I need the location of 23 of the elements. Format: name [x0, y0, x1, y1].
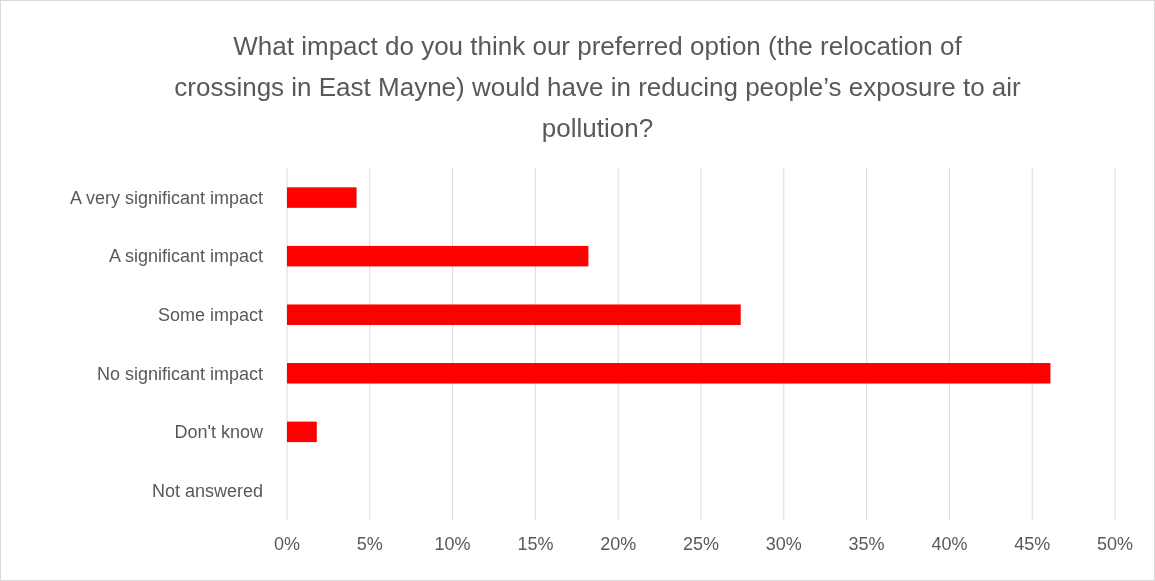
- x-tick-label: 20%: [600, 534, 637, 554]
- x-tick-label: 25%: [682, 534, 720, 554]
- x-tick-label: 40%: [931, 534, 968, 554]
- x-tick-label: 15%: [517, 534, 554, 554]
- x-tick-label: 45%: [1014, 534, 1051, 554]
- bar: [287, 245, 589, 267]
- x-tick-label: 0%: [273, 534, 301, 554]
- y-tick-label: Don't know: [174, 422, 264, 443]
- x-tick-label: 5%: [356, 534, 383, 554]
- bar: [287, 304, 741, 325]
- chart-title: What impact do you think our preferred option (the relocation of crossings in East Mayne) would have in reducing people’s exposure to air pollution?: [174, 31, 1022, 143]
- bar: [287, 187, 357, 208]
- y-tick-label: A very significant impact: [69, 187, 263, 208]
- x-tick-label: 30%: [765, 534, 802, 554]
- x-tick-label: 10%: [434, 534, 471, 554]
- y-tick-label: Some impact: [157, 305, 263, 326]
- bar: [287, 421, 317, 443]
- y-tick-label: A significant impact: [108, 246, 263, 267]
- x-tick-label: 35%: [848, 534, 885, 554]
- y-tick-label: Not answered: [151, 480, 263, 501]
- y-tick-label: No significant impact: [96, 363, 263, 384]
- x-tick-label: 50%: [1096, 534, 1134, 554]
- bar: [287, 363, 1051, 384]
